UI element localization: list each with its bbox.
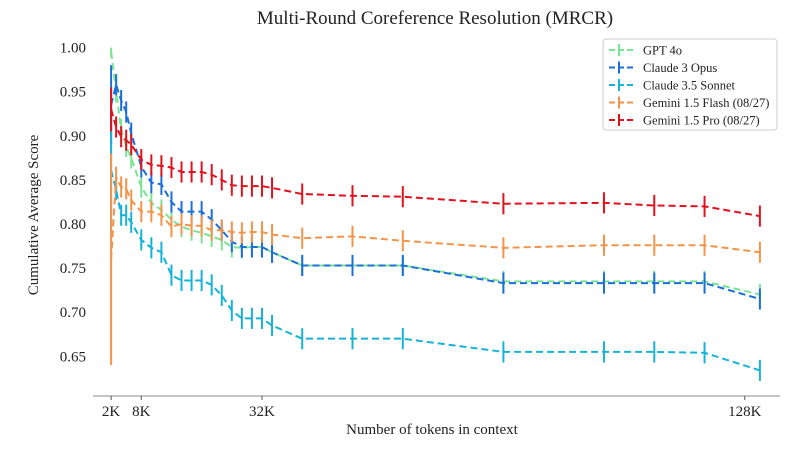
legend-label: Gemini 1.5 Flash (08/27)	[643, 96, 769, 110]
y-tick-label: 0.85	[60, 173, 86, 189]
x-ticks: 2K 8K 32K 128K	[102, 396, 762, 420]
x-tick-label: 128K	[728, 404, 762, 420]
x-tick-label: 8K	[132, 404, 151, 420]
chart-title: Multi-Round Coreference Resolution (MRCR…	[257, 8, 613, 29]
y-tick-label: 0.95	[60, 85, 86, 101]
series-gemini-1-5-flash-08-27	[110, 153, 761, 366]
legend: GPT 4o Claude 3 Opus Claude 3.5 Sonnet Gemi…	[602, 38, 778, 131]
legend-label: Claude 3.5 Sonnet	[643, 79, 736, 93]
y-tick-label: 0.70	[60, 305, 86, 321]
x-axis-label: Number of tokens in context	[346, 422, 518, 438]
y-tick-label: 1.00	[60, 41, 86, 57]
series-gemini-1-5-pro-08-27	[110, 87, 761, 227]
series-group	[110, 47, 761, 382]
y-tick-label: 0.90	[60, 129, 86, 145]
y-tick-label: 0.75	[60, 261, 86, 277]
series-line	[110, 80, 761, 300]
y-ticks: 0.65 0.70 0.75 0.80 0.85 0.90 0.95 1.00	[60, 41, 86, 366]
y-tick-label: 0.65	[60, 349, 86, 365]
legend-label: GPT 4o	[643, 44, 682, 58]
y-axis-label: Cumulative Average Score	[26, 134, 42, 295]
y-tick-label: 0.80	[60, 217, 86, 233]
legend-box	[602, 38, 778, 131]
legend-label: Claude 3 Opus	[643, 61, 717, 75]
x-tick-label: 32K	[249, 404, 275, 420]
legend-label: Gemini 1.5 Pro (08/27)	[643, 114, 760, 128]
x-tick-label: 2K	[102, 404, 121, 420]
series-line	[110, 169, 761, 372]
